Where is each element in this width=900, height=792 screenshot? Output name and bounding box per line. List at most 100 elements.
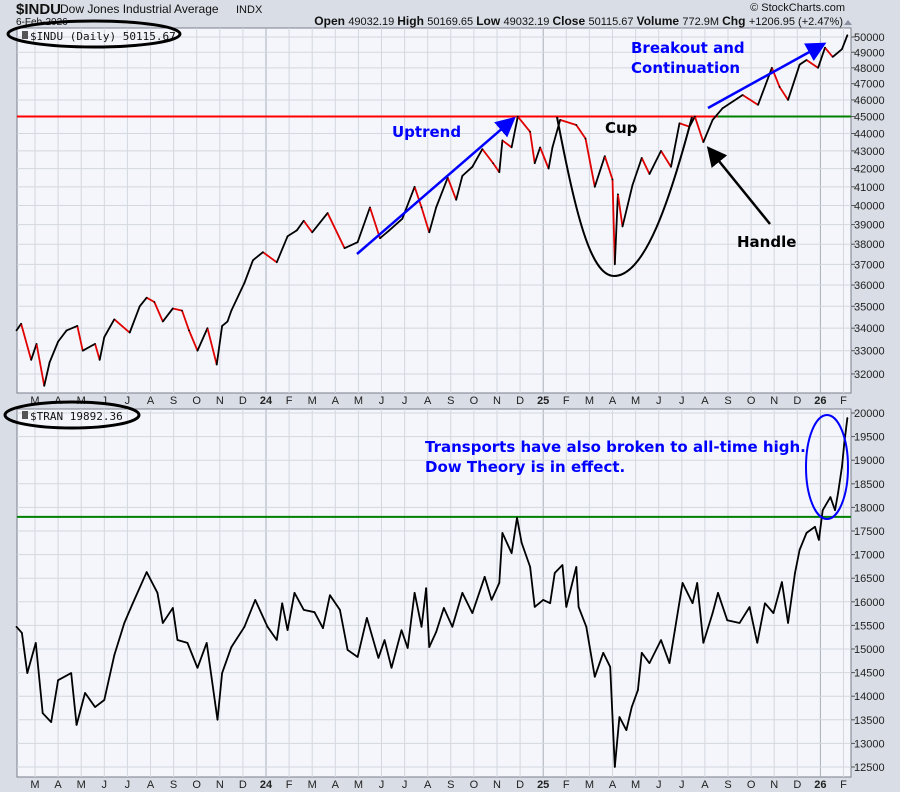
price-segment [215, 325, 224, 365]
x-tick-label: J [402, 779, 408, 791]
price-segment [287, 229, 298, 238]
price-segment [781, 581, 789, 624]
price-point [471, 165, 474, 168]
x-tick-label: S [447, 779, 454, 791]
price-segment [516, 517, 523, 543]
y-tick-label: 32000 [854, 369, 885, 381]
price-segment [20, 323, 33, 361]
price-point [510, 552, 513, 555]
price-point [846, 34, 849, 37]
price-point [302, 219, 305, 222]
price-point [48, 361, 51, 364]
price-point [630, 706, 633, 708]
price-point [103, 699, 106, 701]
price-segment [42, 712, 52, 723]
price-point [837, 491, 840, 494]
y-tick-label: 19000 [854, 455, 885, 467]
price-point [603, 155, 606, 158]
uptrend-arrow [356, 116, 516, 255]
x-tick-label: O [470, 779, 479, 791]
price-point [640, 157, 643, 159]
price-segment [778, 86, 789, 101]
price-point [230, 309, 233, 312]
price-point [216, 718, 219, 721]
x-tick-label: A [424, 779, 432, 791]
price-segment [492, 162, 501, 173]
price-segment [313, 611, 324, 629]
stat-label: Close [552, 14, 588, 28]
price-segment [727, 619, 740, 624]
price-segment [561, 564, 568, 608]
price-segment [216, 672, 224, 720]
price-point [577, 606, 580, 608]
price-point [455, 198, 458, 201]
y-tick-label: 13000 [854, 738, 885, 750]
collapse-triangle-icon[interactable] [844, 20, 852, 25]
transports-note-2: Dow Theory is in effect. [425, 458, 625, 476]
x-tick-label: J [679, 779, 685, 791]
price-segment [339, 609, 349, 651]
price-point [103, 336, 106, 339]
price-point [520, 541, 523, 544]
x-tick-label: J [679, 395, 685, 407]
y-tick-label: 18500 [854, 479, 885, 491]
y-tick-label: 14000 [854, 691, 885, 703]
x-tick-label: J [379, 779, 385, 791]
price-point [34, 641, 37, 644]
price-segment [738, 606, 751, 624]
price-segment [471, 576, 486, 614]
price-point [138, 305, 141, 308]
price-point [498, 171, 501, 174]
price-segment [50, 680, 59, 723]
price-point [846, 417, 849, 419]
price-segment [35, 343, 46, 386]
price-segment [837, 466, 843, 493]
price-point [781, 581, 783, 583]
price-segment [498, 140, 504, 173]
price-point [262, 251, 264, 254]
price-segment [481, 148, 494, 164]
price-segment [266, 626, 278, 641]
x-tick-label: O [747, 395, 756, 407]
price-segment [30, 343, 38, 361]
x-tick-label: N [770, 779, 778, 791]
price-point [613, 263, 616, 266]
price-point [113, 318, 116, 321]
y-tick-label: 37000 [854, 259, 885, 271]
x-tick-label: M [30, 779, 39, 791]
price-point [15, 329, 18, 332]
stat-label: Chg [722, 14, 749, 28]
x-tick-label: M [631, 779, 640, 791]
price-point [711, 612, 714, 615]
price-point [343, 247, 346, 250]
price-point [817, 539, 820, 541]
y-tick-label: 15000 [854, 644, 885, 656]
price-point [510, 146, 513, 149]
price-segment [670, 123, 681, 168]
price-point [798, 548, 801, 551]
price-segment [21, 632, 29, 674]
price-segment [618, 716, 628, 731]
price-segment [76, 325, 84, 351]
price-segment [388, 218, 403, 232]
price-segment [66, 325, 78, 332]
y-tick-label: 39000 [854, 220, 885, 232]
price-point [145, 571, 148, 573]
price-segment [196, 327, 209, 352]
price-point [471, 612, 474, 615]
price-point [492, 162, 495, 165]
price-segment [742, 94, 759, 106]
transports-note-1: Transports have also broken to all-time … [425, 438, 806, 456]
price-segment [131, 571, 148, 604]
price-point [648, 173, 651, 175]
x-tick-label: S [724, 779, 731, 791]
stat-value: 50169.65 [427, 16, 476, 28]
price-segment [146, 296, 155, 303]
price-point [377, 657, 380, 659]
price-point [798, 63, 801, 66]
price-point [20, 322, 23, 325]
y-tick-label: 15500 [854, 620, 885, 632]
price-point [413, 591, 416, 594]
price-segment [311, 212, 329, 233]
